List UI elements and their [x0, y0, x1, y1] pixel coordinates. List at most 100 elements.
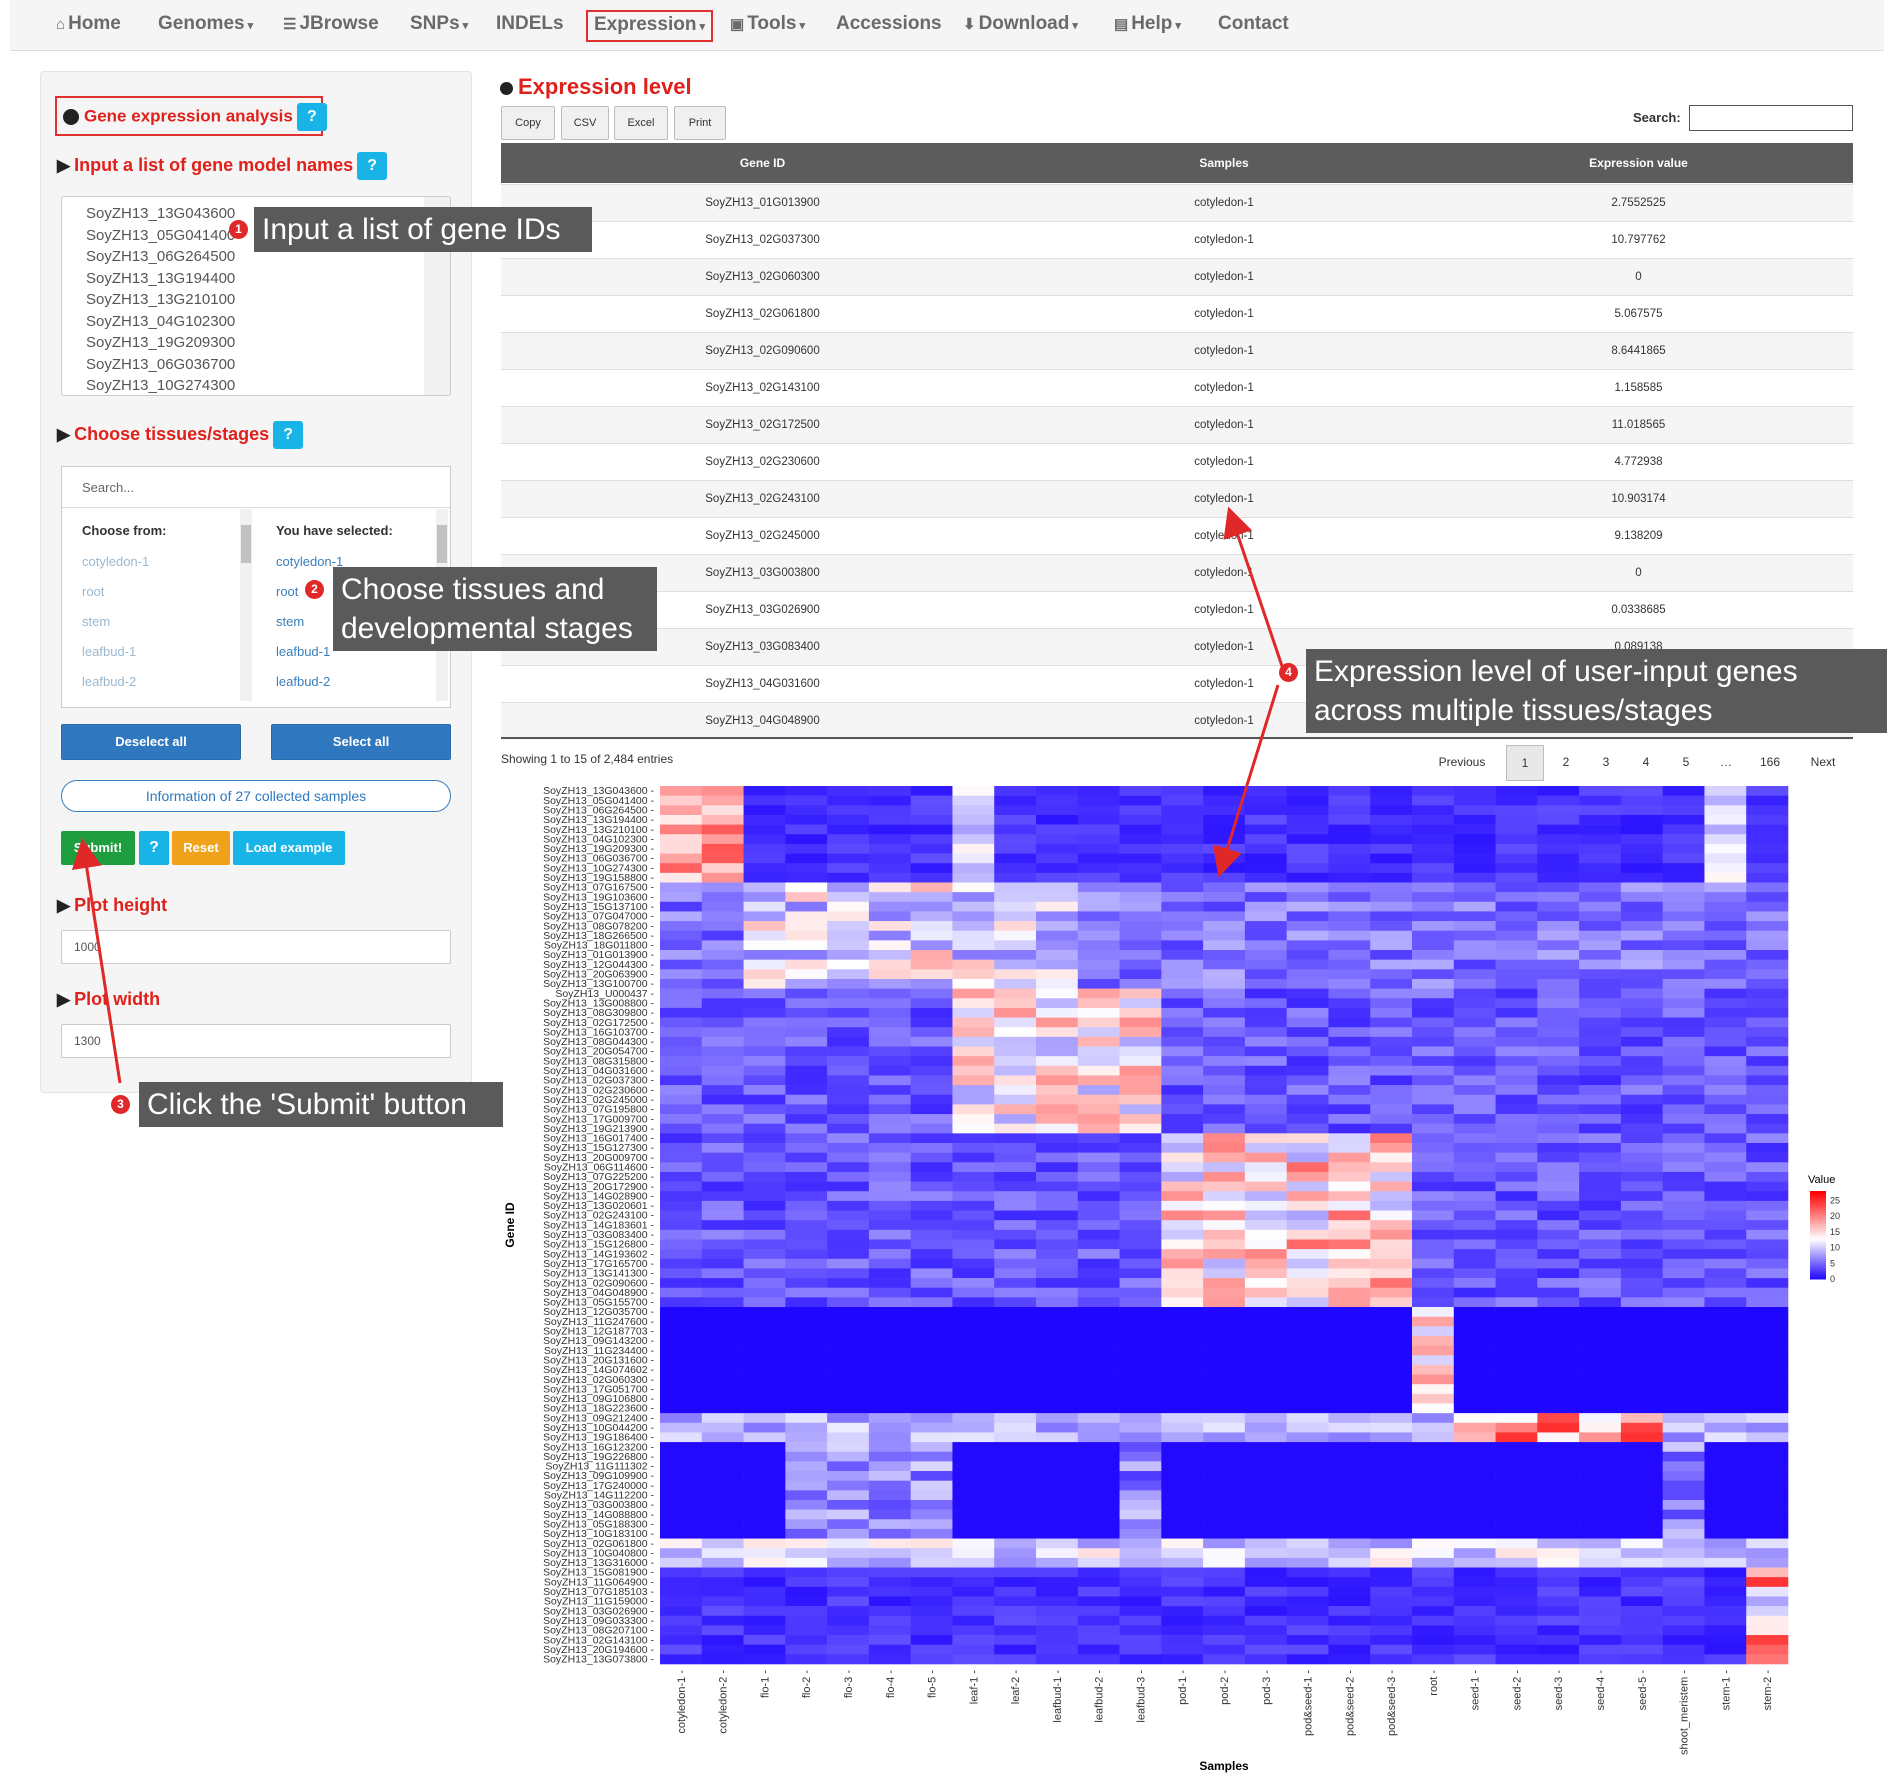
heatmap-cell: [1579, 1451, 1622, 1462]
heatmap-cell: [1620, 1152, 1663, 1163]
page-button[interactable]: 5: [1682, 755, 1690, 769]
deselect-all-button[interactable]: Deselect all: [61, 724, 241, 760]
heatmap-cell: [827, 1557, 870, 1568]
heatmap-cell: [1119, 1519, 1162, 1530]
heatmap-cell: [1036, 1586, 1079, 1597]
col-samples[interactable]: Samples: [1199, 156, 1249, 170]
heatmap-cell: [1704, 1075, 1747, 1086]
y-tick-label: SoyZH13_19G186400 -: [543, 1432, 654, 1444]
y-tick-label: SoyZH13_20G054700 -: [543, 1046, 654, 1058]
selected-tissue-item[interactable]: leafbud-1: [276, 644, 331, 659]
reset-button[interactable]: Reset: [172, 831, 230, 865]
heatmap-cell: [1328, 1268, 1371, 1279]
available-tissue-item[interactable]: root: [82, 584, 105, 599]
selected-tissue-item[interactable]: root: [276, 584, 299, 599]
table-search-input[interactable]: [1689, 105, 1853, 131]
heatmap-cell: [952, 1471, 995, 1481]
heatmap-cell: [1412, 1027, 1455, 1038]
heatmap-cell: [1412, 1422, 1455, 1433]
available-tissue-item[interactable]: leafbud-1: [82, 644, 137, 659]
page-button[interactable]: 2: [1562, 755, 1570, 769]
heatmap-cell: [1537, 1326, 1580, 1337]
selected-tissue-item[interactable]: cotyledon-1: [276, 554, 344, 569]
heatmap-cell: [1704, 930, 1747, 941]
load-example-button[interactable]: Load example: [233, 831, 345, 865]
available-tissue-item[interactable]: cotyledon-1: [82, 554, 150, 569]
heatmap-cell: [1328, 1606, 1371, 1617]
heatmap-cell: [660, 795, 703, 806]
heatmap-cell: [868, 1220, 911, 1231]
heatmap-cell: [1704, 1123, 1747, 1134]
page-button[interactable]: 166: [1759, 755, 1781, 769]
page-button[interactable]: 3: [1602, 755, 1610, 769]
col-gene-id[interactable]: Gene ID: [739, 156, 786, 170]
heatmap-cell: [952, 1577, 995, 1588]
heatmap-cell: [1662, 824, 1705, 835]
heatmap-cell: [1244, 1355, 1287, 1366]
heatmap-cell: [1579, 1413, 1622, 1424]
help-button-genes[interactable]: ?: [357, 152, 388, 180]
print-button[interactable]: Print: [674, 106, 726, 140]
heatmap-cell: [1537, 1036, 1580, 1047]
nav-home[interactable]: ⌂ Home: [56, 8, 121, 40]
plot-height-input[interactable]: 1000: [61, 930, 451, 964]
heatmap-cell: [1412, 1509, 1455, 1520]
plot-width-input[interactable]: 1300: [61, 1024, 451, 1058]
nav-genomes[interactable]: Genomes ▾: [158, 8, 253, 40]
heatmap-cell: [1620, 1635, 1663, 1645]
tissue-search-input[interactable]: Search...: [62, 467, 450, 508]
heatmap-cell: [660, 1210, 703, 1221]
nav-contact[interactable]: Contact: [1218, 8, 1289, 40]
nav-accessions[interactable]: Accessions: [836, 8, 942, 40]
page-button[interactable]: 1: [1506, 745, 1544, 781]
next-page-button[interactable]: Next: [1810, 755, 1836, 769]
heatmap-cell: [701, 1413, 744, 1424]
heatmap-cell: [1161, 1017, 1204, 1028]
heatmap-cell: [1537, 1451, 1580, 1462]
heatmap-cell: [1662, 834, 1705, 845]
heatmap-cell: [994, 1085, 1037, 1096]
choose-scrollbar[interactable]: [240, 509, 252, 701]
heatmap-cell: [743, 1654, 786, 1665]
heatmap-cell: [1119, 1316, 1162, 1327]
heatmap-cell: [1746, 1094, 1789, 1105]
available-tissue-item[interactable]: stem: [82, 614, 111, 629]
heatmap-cell: [1537, 1123, 1580, 1134]
csv-button[interactable]: CSV: [561, 106, 609, 140]
nav-help[interactable]: ▤ Help ▾: [1114, 8, 1181, 40]
selected-tissue-item[interactable]: leafbud-2: [276, 674, 331, 689]
heatmap-cell: [660, 1567, 703, 1578]
nav-tools[interactable]: ▣ Tools ▾: [730, 8, 805, 40]
heatmap-cell: [785, 1509, 828, 1520]
heatmap-cell: [1620, 1432, 1663, 1443]
prev-page-button[interactable]: Previous: [1438, 755, 1486, 769]
heatmap-cell: [1453, 1393, 1496, 1404]
col-expression-value[interactable]: Expression value: [1589, 156, 1688, 170]
page-button[interactable]: 4: [1642, 755, 1650, 769]
samples-info-button[interactable]: Information of 27 collected samples: [61, 780, 451, 812]
heatmap-cell: [1328, 1635, 1371, 1645]
available-tissue-item[interactable]: leafbud-2: [82, 674, 137, 689]
heatmap-cell: [1370, 930, 1413, 941]
heatmap-cell: [1203, 1528, 1246, 1539]
nav-snps[interactable]: SNPs ▾: [410, 8, 468, 40]
heatmap-cell: [1495, 1615, 1538, 1626]
heatmap-cell: [1203, 824, 1246, 835]
heatmap-cell: [994, 959, 1037, 970]
select-all-button[interactable]: Select all: [271, 724, 451, 760]
selected-tissue-item[interactable]: stem: [276, 614, 305, 629]
nav-indels[interactable]: INDELs: [496, 8, 564, 40]
help-button-tissues[interactable]: ?: [273, 421, 304, 449]
help-button-submit[interactable]: ?: [139, 831, 169, 865]
nav-jbrowse[interactable]: ☰ JBrowse: [283, 8, 379, 40]
excel-button[interactable]: Excel: [614, 106, 668, 140]
heatmap-cell: [910, 998, 953, 1009]
heatmap-cell: [785, 1046, 828, 1057]
nav-download[interactable]: ⬇ Download ▾: [963, 8, 1078, 40]
help-button-title[interactable]: ?: [296, 103, 327, 131]
nav-expression[interactable]: Expression ▾: [586, 10, 713, 42]
heatmap-cell: [1077, 1374, 1120, 1385]
heatmap-cell: [1662, 930, 1705, 941]
heatmap-cell: [868, 1335, 911, 1346]
copy-button[interactable]: Copy: [501, 106, 555, 140]
